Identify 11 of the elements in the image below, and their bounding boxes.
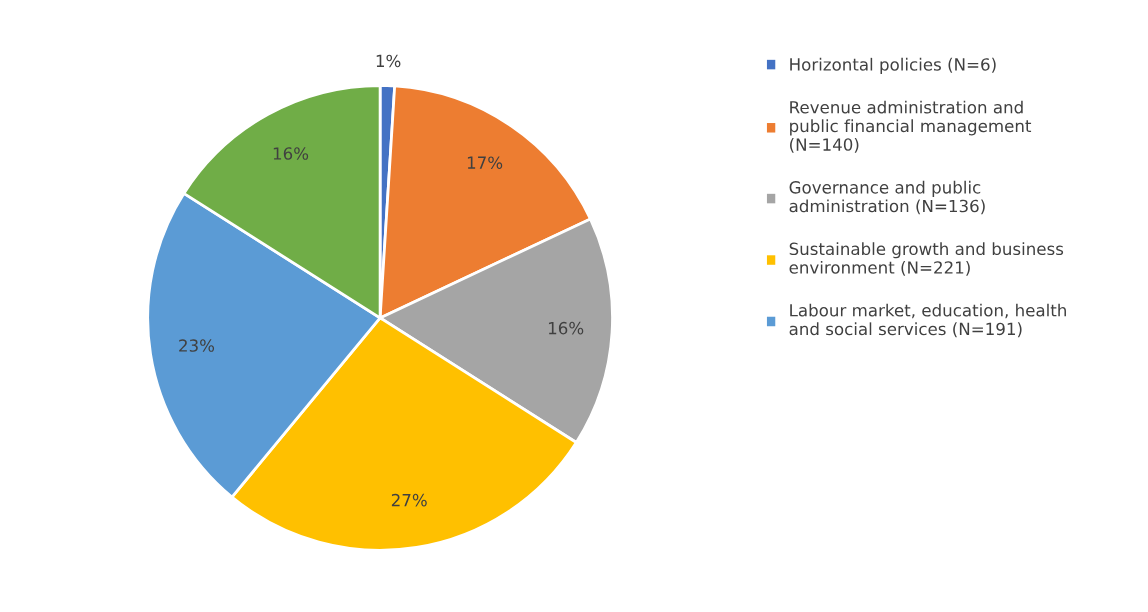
data-label: 17%	[467, 156, 503, 169]
legend-label: Horizontal policies (N=6)	[790, 57, 996, 74]
legend-label: Governance and public administration (N=136)	[789, 180, 985, 215]
legend-label: Sustainable growth and business environment (N=221)	[789, 242, 1064, 276]
data-label: 23%	[179, 339, 215, 352]
data-label: 1%	[376, 54, 401, 68]
legend-label: Revenue administration and public financial management (N=140)	[790, 100, 1032, 153]
data-label: 16%	[273, 147, 309, 160]
legend-label: Labour market, education, health and social services (N=191)	[789, 303, 1066, 338]
data-label: 27%	[391, 493, 427, 507]
data-label: 16%	[548, 321, 584, 335]
